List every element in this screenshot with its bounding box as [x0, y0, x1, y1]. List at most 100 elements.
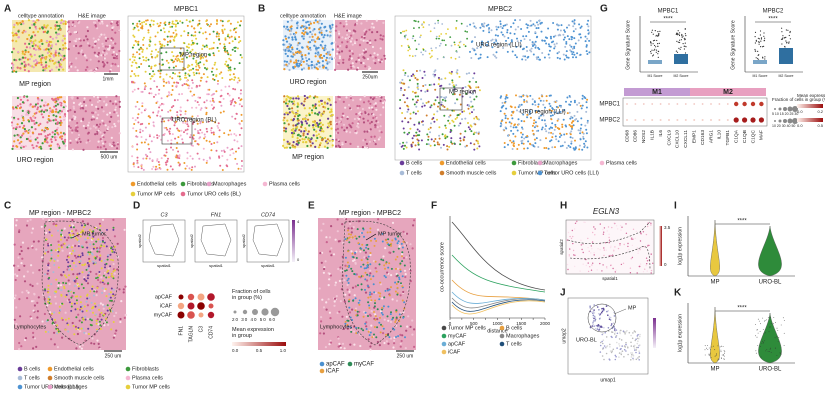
cell-dot [391, 239, 393, 241]
cell-dot [284, 147, 286, 149]
cell-dot [540, 22, 542, 24]
cell-dot [438, 83, 440, 85]
cell-dot [469, 128, 471, 130]
cell-dot [365, 40, 367, 42]
cell-dot [218, 122, 220, 124]
cell-dot [426, 102, 428, 104]
cell-dot [330, 247, 332, 249]
cell-dot [31, 300, 33, 302]
cell-dot [308, 65, 310, 67]
cell-dot [321, 23, 323, 25]
cell-dot [199, 67, 201, 69]
cell-dot [349, 223, 351, 225]
cell-dot [95, 68, 97, 70]
cell-dot [396, 294, 398, 296]
cell-dot [104, 266, 106, 268]
cell-dot [317, 51, 319, 53]
legend-label: Fibroblasts [132, 366, 159, 372]
cell-dot [179, 154, 181, 156]
cell-dot [104, 272, 106, 274]
cell-dot [369, 54, 371, 56]
cell-dot [437, 106, 439, 108]
cell-dot [217, 83, 219, 85]
cell-dot [187, 64, 189, 66]
cell-dot [88, 122, 90, 124]
cell-dot [32, 106, 34, 108]
cell-dot [34, 34, 36, 36]
cell-dot [82, 311, 84, 313]
cell-dot [38, 146, 40, 148]
cell-dot [552, 41, 554, 43]
cell-dot [43, 130, 45, 132]
cell-dot [118, 29, 120, 31]
cell-dot [325, 67, 327, 69]
cell-dot [19, 67, 21, 69]
cell-dot [95, 25, 97, 27]
cell-dot [322, 66, 324, 68]
cell-dot [395, 239, 397, 241]
cell-dot [72, 21, 74, 23]
cell-dot [60, 232, 62, 234]
cell-dot [553, 36, 555, 38]
cell-dot [436, 119, 438, 121]
label: M1 Score [753, 74, 768, 78]
cell-dot [790, 38, 791, 39]
cell-dot [440, 33, 442, 35]
cell-dot [186, 165, 188, 167]
cell-dot [172, 21, 174, 23]
cell-dot [333, 253, 335, 255]
cell-dot [53, 106, 55, 108]
cell-dot [546, 95, 548, 97]
cell-dot [168, 92, 170, 94]
legend-dot [18, 376, 23, 381]
cell-dot [403, 257, 405, 259]
cell-dot [678, 30, 679, 31]
cell-dot [574, 19, 576, 21]
cell-dot [368, 305, 370, 307]
cell-dot [315, 48, 317, 50]
cell-dot [467, 122, 469, 124]
cell-dot [105, 288, 107, 290]
cell-dot [83, 278, 85, 280]
cell-dot [685, 33, 686, 34]
cell-dot [32, 347, 34, 349]
cell-dot [324, 106, 326, 108]
cell-dot [437, 58, 439, 60]
cell-dot [347, 37, 349, 39]
cell-dot [70, 63, 72, 65]
label: FN1 [211, 212, 221, 218]
cell-dot [17, 51, 19, 53]
cell-dot [142, 91, 144, 93]
cell-dot [64, 101, 66, 103]
cell-dot [379, 130, 381, 132]
cell-dot [169, 76, 171, 78]
cell-dot [106, 52, 108, 54]
cell-dot [296, 27, 298, 29]
cell-dot [43, 111, 45, 113]
cell-dot [500, 122, 502, 124]
cell-dot [47, 251, 49, 253]
cell-dot [538, 27, 540, 29]
cell-dot [464, 118, 466, 120]
cell-dot [368, 100, 370, 102]
cell-dot [581, 107, 583, 109]
cell-dot [235, 47, 237, 49]
cell-dot [188, 47, 190, 49]
cell-dot [81, 49, 83, 51]
cell-dot [565, 43, 567, 45]
cell-dot [196, 63, 198, 65]
cell-dot [157, 168, 159, 170]
cell-dot [81, 348, 83, 350]
cell-dot [298, 98, 300, 100]
cell-dot [181, 138, 183, 140]
cell-dot [288, 48, 290, 50]
cell-dot [19, 107, 21, 109]
cell-dot [89, 310, 91, 312]
cell-dot [96, 117, 98, 119]
cell-dot [461, 111, 463, 113]
cell-dot [412, 73, 414, 75]
cell-dot [413, 112, 415, 114]
cell-dot [15, 126, 17, 128]
cell-dot [71, 132, 73, 134]
cell-dot [676, 41, 677, 42]
